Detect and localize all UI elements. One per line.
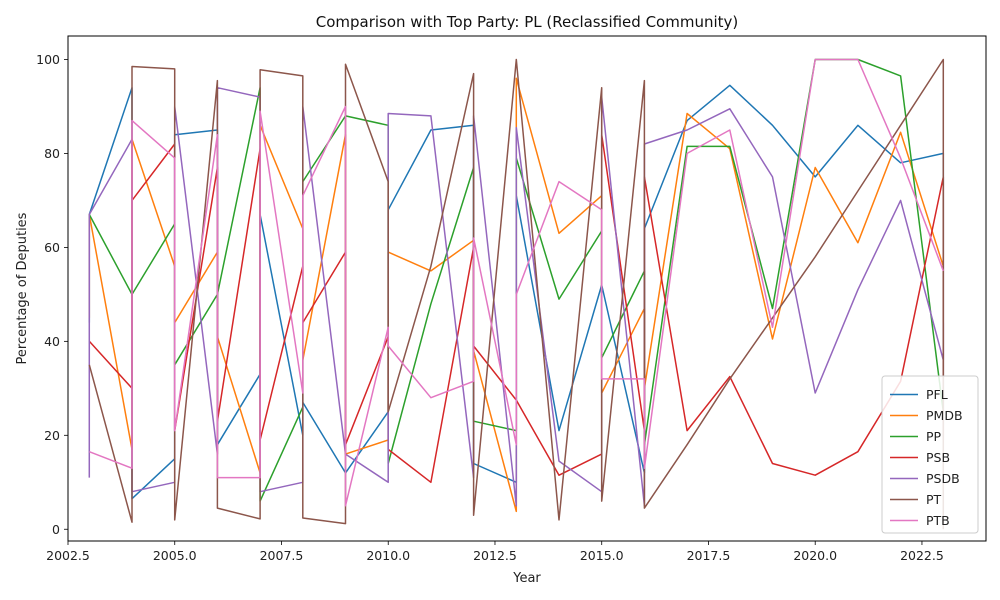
series-line-pfl	[88, 84, 945, 500]
x-tick-label: 2007.5	[260, 548, 304, 563]
series-lines	[88, 58, 945, 530]
y-axis-label: Percentage of Deputies	[15, 212, 30, 364]
y-tick-label: 40	[44, 334, 60, 349]
x-tick-label: 2012.5	[473, 548, 517, 563]
plot-frame	[67, 35, 987, 542]
legend-label-psb: PSB	[926, 450, 950, 465]
x-tick-label: 2020.0	[793, 548, 837, 563]
x-tick-label: 2010.0	[366, 548, 410, 563]
legend-label-pmdb: PMDB	[926, 408, 963, 423]
y-tick-label: 20	[44, 428, 60, 443]
y-tick-label: 60	[44, 240, 60, 255]
series-line-ptb	[89, 58, 945, 507]
x-axis: 2002.5 2005.0 2007.5 2010.0 2012.5 2015.0 2017…	[46, 541, 944, 563]
legend-label-pp: PP	[926, 429, 942, 444]
legend-label-psdb: PSDB	[926, 471, 960, 486]
x-tick-label: 2017.5	[687, 548, 731, 563]
y-tick-label: 80	[44, 146, 60, 161]
legend-label-pt: PT	[926, 492, 942, 507]
legend-label-ptb: PTB	[926, 513, 950, 528]
x-tick-label: 2022.5	[900, 548, 944, 563]
legend: PFL PMDB PP PSB PSDB PT PTB	[881, 375, 979, 534]
x-tick-label: 2015.0	[580, 548, 624, 563]
x-axis-label: Year	[512, 571, 541, 586]
chart-title: Comparison with Top Party: PL (Reclassif…	[316, 13, 739, 31]
y-axis: 0 20 40 60 80 100	[36, 52, 68, 537]
y-tick-label: 100	[36, 52, 60, 67]
legend-label-pfl: PFL	[926, 387, 948, 402]
y-tick-label: 0	[52, 522, 60, 537]
x-tick-label: 2005.0	[153, 548, 197, 563]
x-tick-label: 2002.5	[46, 548, 90, 563]
